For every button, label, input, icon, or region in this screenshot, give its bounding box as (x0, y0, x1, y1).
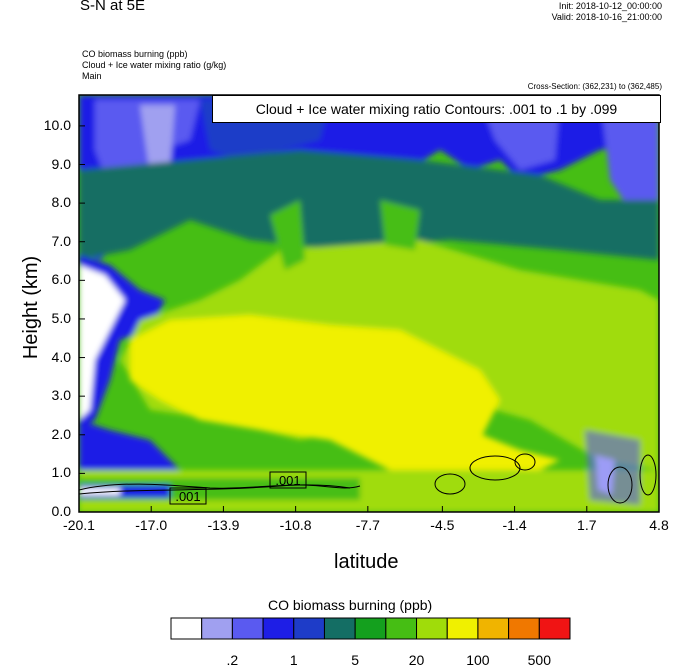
contour-label-box (169, 487, 207, 505)
x-tick-label: -4.5 (430, 517, 455, 533)
field-main: Main (82, 71, 102, 81)
y-tick-label: 6.0 (51, 271, 71, 288)
colorbar-swatch (354, 617, 387, 640)
y-tick-label: 0.0 (51, 503, 71, 519)
cross-section-info: Cross-Section: (362,231) to (362,485) (527, 82, 662, 91)
colorbar-swatch (323, 617, 356, 640)
contour-label-box (269, 471, 307, 489)
colorbar-swatch (262, 617, 295, 640)
green-bump-1 (270, 200, 305, 270)
colorbar-tick-label: 500 (527, 652, 551, 668)
colorbar-swatch (201, 617, 233, 640)
colorbar (170, 617, 571, 640)
x-tick-label: -13.9 (207, 517, 240, 533)
contour-label-text: .001 (175, 489, 200, 504)
upper-right-blue (600, 95, 659, 210)
contour-ellipse-2 (469, 455, 521, 481)
x-tick-label: -10.8 (279, 517, 312, 533)
x-tick-label: -20.1 (63, 517, 95, 533)
contour-ellipse-1 (434, 473, 466, 495)
colorbar-swatch (170, 617, 203, 640)
x-tick-label: 1.7 (577, 517, 597, 533)
contour-ellipse-4 (607, 466, 633, 504)
colorbar-swatch (385, 617, 418, 640)
contour-line-2 (79, 484, 361, 495)
left-white-core (79, 265, 125, 420)
right-blue-spot (585, 430, 640, 505)
contour-ellipse-3 (514, 453, 536, 471)
x-tick-label: -7.7 (355, 517, 380, 533)
co-field (79, 95, 659, 512)
y-tick-label: 4.0 (51, 348, 71, 365)
x-tick-label: -1.4 (502, 517, 527, 533)
y-tick-label: 5.0 (51, 309, 71, 326)
x-axis-label: latitude (334, 551, 399, 573)
axes (78, 125, 660, 513)
init-time: Init: 2018-10-12_00:00:00 (558, 1, 662, 11)
y-tick-label: 1.0 (51, 464, 71, 481)
contour-legend-box: Cloud + Ice water mixing ratio Contours:… (212, 95, 661, 123)
colorbar-swatch (293, 617, 325, 640)
y-tick-label: 8.0 (51, 194, 71, 211)
colorbar-swatch (416, 617, 448, 640)
x-tick-label: 4.8 (649, 517, 669, 533)
contour-ellipse-5 (639, 454, 657, 496)
colorbar-swatch (477, 617, 510, 640)
upper-pale (140, 105, 175, 175)
field-cloud: Cloud + Ice water mixing ratio (g/kg) (82, 60, 227, 70)
field-co: CO biomass burning (ppb) (82, 49, 188, 59)
colorbar-tick-label: .2 (226, 652, 239, 668)
contour-label-text: .001 (275, 473, 300, 488)
left-lower-blue (79, 420, 180, 480)
cloud-contours (79, 453, 657, 504)
y-tick-label: 3.0 (51, 387, 71, 404)
colorbar-swatch (538, 617, 571, 640)
colorbar-tick-label: 5 (351, 652, 360, 668)
y-tick-label: 2.0 (51, 425, 71, 442)
x-tick-label: -17.0 (135, 517, 168, 533)
colorbar-tick-label: 100 (466, 652, 490, 668)
colorbar-swatch (508, 617, 540, 640)
colorbar-title: CO biomass burning (ppb) (268, 597, 433, 613)
field-list: CO biomass burning (ppb) Cloud + Ice wat… (82, 49, 226, 82)
y-tick-label: 7.0 (51, 232, 71, 249)
colorbar-swatch (231, 617, 264, 640)
teal-band (79, 150, 659, 260)
colorbar-tick-label: 1 (289, 652, 298, 668)
colorbar-swatch (446, 617, 479, 640)
plot-title: S-N at 5E (80, 0, 146, 14)
y-tick-label: 10.0 (43, 116, 71, 133)
y-axis-label: Height (km) (20, 255, 43, 360)
y-tick-label: 9.0 (51, 155, 71, 172)
time-info: Init: 2018-10-12_00:00:00 Valid: 2018-10… (552, 1, 662, 23)
valid-time: Valid: 2018-10-16_21:00:00 (551, 12, 662, 22)
contour-label-boxes: .001 .001 (169, 471, 307, 505)
colorbar-tick-label: 20 (408, 652, 425, 668)
green-bump-2 (380, 200, 420, 250)
